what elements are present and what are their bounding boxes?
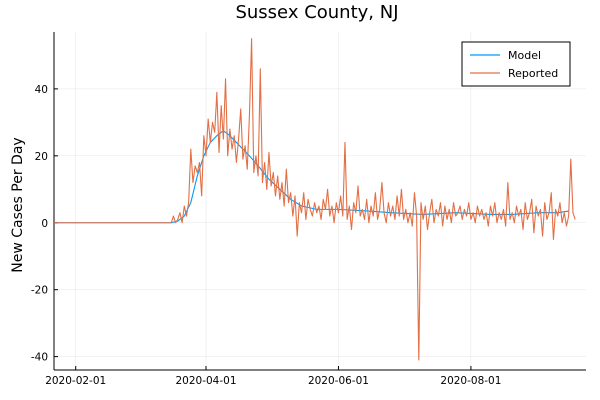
y-tick-label-2: 0	[41, 218, 48, 230]
x-tick-label-0: 2020-02-01	[45, 375, 106, 387]
x-tick-label-2: 2020-06-01	[308, 375, 369, 387]
x-tick-label-1: 2020-04-01	[175, 375, 236, 387]
axes	[53, 32, 586, 371]
ticks: 2020-02-01 2020-04-01 2020-06-01 2020-08-01…	[31, 84, 502, 387]
y-tick-label-1: -20	[31, 285, 48, 297]
x-tick-label-3: 2020-08-01	[440, 375, 501, 387]
series-line-reported	[54, 38, 576, 361]
y-tick-label-4: 40	[35, 84, 48, 96]
legend: Model Reported	[461, 41, 571, 87]
legend-label-reported: Reported	[508, 67, 558, 80]
legend-box	[461, 41, 571, 87]
y-tick-label-3: 20	[35, 151, 48, 163]
chart-title: Sussex County, NJ	[235, 2, 398, 23]
series-lines	[54, 38, 576, 361]
y-tick-label-0: -40	[31, 352, 48, 364]
legend-label-model: Model	[508, 49, 541, 62]
y-axis-label: New Cases Per Day	[10, 137, 26, 272]
